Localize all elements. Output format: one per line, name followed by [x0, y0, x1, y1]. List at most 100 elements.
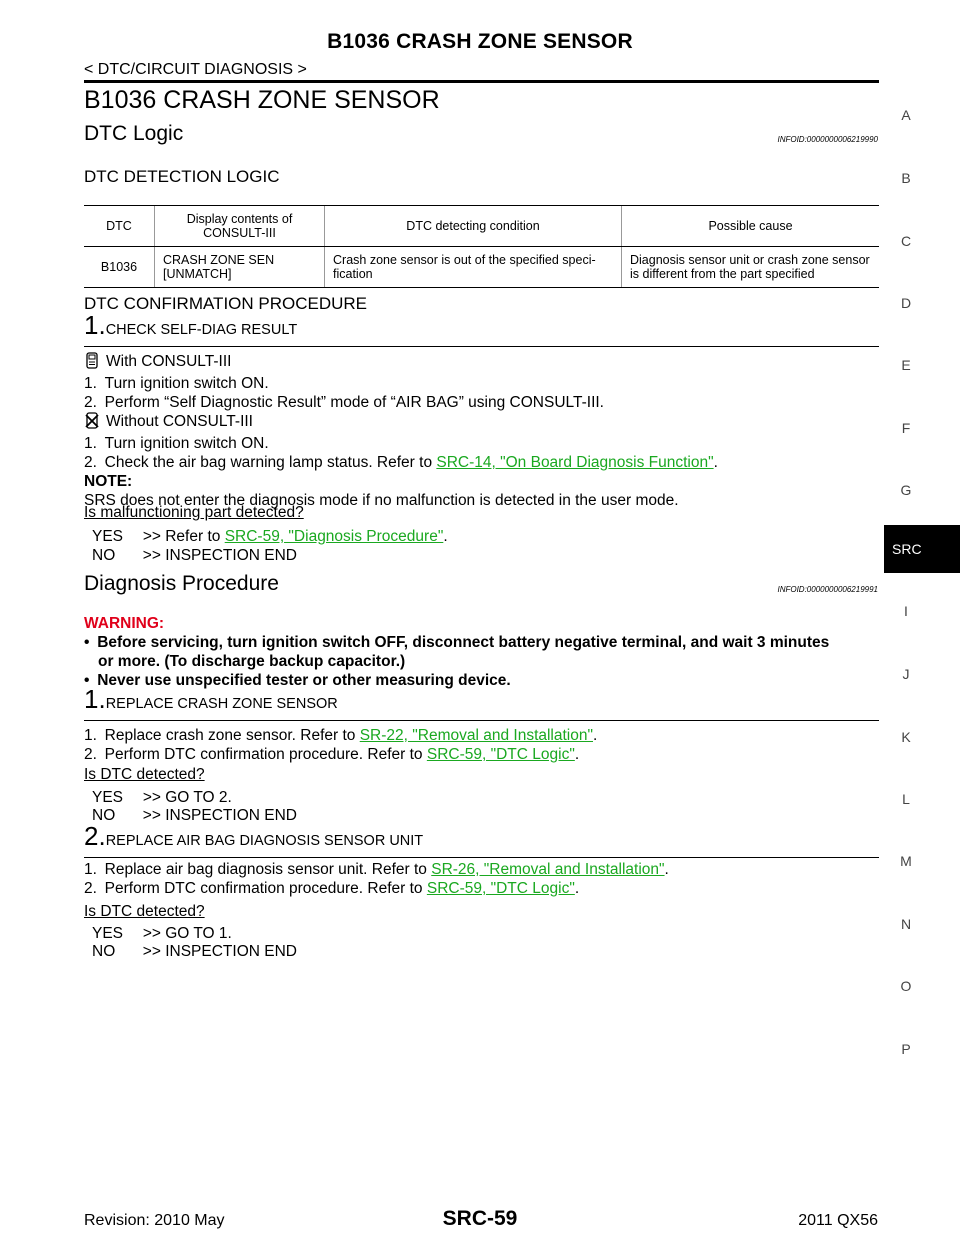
footer-page-number: SRC-59	[442, 1207, 518, 1230]
table-cell: B1036	[84, 246, 155, 288]
confirmation-step1-body: With CONSULT-III 1. Turn ignition switch…	[84, 352, 879, 510]
dtc-confirmation-heading: DTC CONFIRMATION PROCEDURE	[84, 294, 368, 313]
yes-answer: YES >> GO TO 1.	[92, 925, 232, 942]
dtc-table-header: Possible cause	[621, 205, 879, 247]
side-index-b[interactable]: B	[901, 170, 911, 186]
list-item: 2. Perform “Self Diagnostic Result” mode…	[84, 394, 604, 411]
no-answer: NO >> INSPECTION END	[92, 943, 297, 960]
step-text: 2. Check the air bag warning lamp status…	[84, 454, 437, 471]
diag-step2-body: 1. Replace air bag diagnosis sensor unit…	[84, 860, 669, 898]
side-index-k[interactable]: K	[901, 729, 911, 745]
side-index-e[interactable]: E	[901, 357, 911, 373]
table-row: B1036 CRASH ZONE SEN [UNMATCH] Crash zon…	[84, 246, 879, 288]
decision-question: Is DTC detected?	[84, 766, 205, 783]
step-title: CHECK SELF-DIAG RESULT	[105, 322, 298, 338]
diag-step1-body: 1. Replace crash zone sensor. Refer to S…	[84, 726, 597, 764]
side-index-l[interactable]: L	[902, 791, 910, 807]
yes-answer: YES >> Refer to SRC-59, "Diagnosis Proce…	[92, 527, 448, 546]
step-text: .	[664, 861, 669, 878]
warning-list: • Before servicing, turn ignition switch…	[84, 633, 884, 690]
step-number: 1.	[84, 310, 106, 340]
step-text: 2. Perform DTC confirmation procedure. R…	[84, 746, 427, 763]
step-rule	[84, 720, 879, 721]
list-item: 1. Turn ignition switch ON.	[84, 435, 269, 452]
side-index-a[interactable]: A	[901, 107, 911, 123]
step-number: 2.	[84, 821, 106, 851]
side-index-c[interactable]: C	[900, 233, 912, 249]
step-text: .	[574, 880, 580, 897]
diagnosis-infoid: INFOID:0000000006219991	[777, 585, 878, 594]
dtc-logic-heading: DTC Logic	[84, 122, 184, 145]
list-item: 2. Check the air bag warning lamp status…	[84, 453, 879, 472]
side-index-p[interactable]: P	[901, 1041, 911, 1057]
without-consult-line: Without CONSULT-III	[84, 412, 879, 434]
footer-model: 2011 QX56	[798, 1212, 878, 1229]
table-cell: CRASH ZONE SEN [UNMATCH]	[154, 246, 325, 288]
side-index-label: SRC	[892, 541, 922, 557]
reference-link[interactable]: SRC-59, "DTC Logic"	[426, 746, 575, 763]
warning-text: Never use unspecified tester or other me…	[97, 672, 511, 689]
step-rule	[84, 857, 879, 858]
dtc-detection-heading: DTC DETECTION LOGIC	[84, 167, 280, 186]
note-label: NOTE:	[84, 473, 133, 490]
side-index-i[interactable]: I	[904, 603, 908, 619]
step-heading: 2.REPLACE AIR BAG DIAGNOSIS SENSOR UNIT	[84, 821, 423, 852]
reference-link[interactable]: SR-26, "Removal and Installation"	[431, 861, 665, 878]
step-text: 2. Perform DTC confirmation procedure. R…	[84, 880, 427, 897]
consult-icon	[84, 352, 100, 374]
side-index-o[interactable]: O	[900, 978, 912, 994]
table-cell: Crash zone sensor is out of the specifie…	[324, 246, 622, 288]
side-index-d[interactable]: D	[900, 295, 912, 311]
step-title: REPLACE AIR BAG DIAGNOSIS SENSOR UNIT	[105, 833, 424, 849]
with-consult-label: With CONSULT-III	[106, 353, 232, 370]
answer-text: YES >> Refer to	[92, 528, 225, 545]
step-text: 1. Replace air bag diagnosis sensor unit…	[84, 861, 432, 878]
side-index-f[interactable]: F	[901, 420, 911, 436]
step-number: 1.	[84, 684, 106, 714]
no-answer: NO >> INSPECTION END	[92, 807, 297, 824]
step-heading: 1.CHECK SELF-DIAG RESULT	[84, 310, 297, 341]
no-answer: NO >> INSPECTION END	[92, 547, 297, 564]
answer-text: .	[443, 528, 448, 545]
decision-question: Is malfunctioning part detected?	[84, 504, 304, 521]
without-consult-label: Without CONSULT-III	[106, 413, 253, 430]
side-index-n[interactable]: N	[900, 916, 912, 932]
step-text: 1. Replace crash zone sensor. Refer to	[84, 727, 360, 744]
bullet: •	[84, 672, 98, 689]
footer-revision: Revision: 2010 May	[84, 1212, 225, 1229]
warning-item: • Never use unspecified tester or other …	[84, 671, 884, 690]
dtc-table-header: DTC	[84, 205, 155, 247]
yes-answer: YES >> GO TO 2.	[92, 789, 232, 806]
reference-link[interactable]: SR-22, "Removal and Installation"	[359, 727, 593, 744]
step-text: .	[574, 746, 580, 763]
no-consult-icon	[84, 412, 100, 434]
reference-link[interactable]: SRC-59, "Diagnosis Procedure"	[224, 528, 444, 545]
step-title: REPLACE CRASH ZONE SENSOR	[105, 696, 338, 712]
dtc-table: DTC Display contents of CONSULT-III DTC …	[84, 205, 879, 288]
side-index-src-active[interactable]: SRC	[884, 525, 960, 573]
diagnosis-heading: Diagnosis Procedure	[84, 572, 279, 595]
decision-question: Is DTC detected?	[84, 903, 205, 920]
with-consult-line: With CONSULT-III	[84, 352, 879, 374]
step-heading: 1.REPLACE CRASH ZONE SENSOR	[84, 684, 338, 715]
side-index-g[interactable]: G	[900, 482, 912, 498]
list-item: 2. Perform DTC confirmation procedure. R…	[84, 745, 597, 764]
reference-link[interactable]: SRC-14, "On Board Diagnosis Function"	[436, 454, 714, 471]
step-rule	[84, 346, 879, 347]
dtc-table-header: DTC detecting condition	[324, 205, 622, 247]
side-index-m[interactable]: M	[900, 853, 912, 869]
warning-text: Before servicing, turn ignition switch O…	[97, 634, 830, 651]
warning-item-continued: or more. (To discharge backup capacitor.…	[98, 653, 406, 670]
step-text: .	[593, 727, 598, 744]
reference-link[interactable]: SRC-59, "DTC Logic"	[426, 880, 575, 897]
step-text: .	[713, 454, 718, 471]
page-header-subtitle: < DTC/CIRCUIT DIAGNOSIS >	[84, 61, 307, 78]
warning-item: • Before servicing, turn ignition switch…	[84, 633, 884, 652]
note-text: SRS does not enter the diagnosis mode if…	[84, 492, 679, 509]
bullet: •	[84, 634, 98, 651]
list-item: 1. Replace crash zone sensor. Refer to S…	[84, 726, 597, 745]
dtc-logic-infoid: INFOID:0000000006219990	[777, 135, 878, 144]
side-index-j[interactable]: J	[902, 666, 910, 682]
header-rule	[84, 80, 879, 83]
section-title: B1036 CRASH ZONE SENSOR	[84, 86, 440, 114]
